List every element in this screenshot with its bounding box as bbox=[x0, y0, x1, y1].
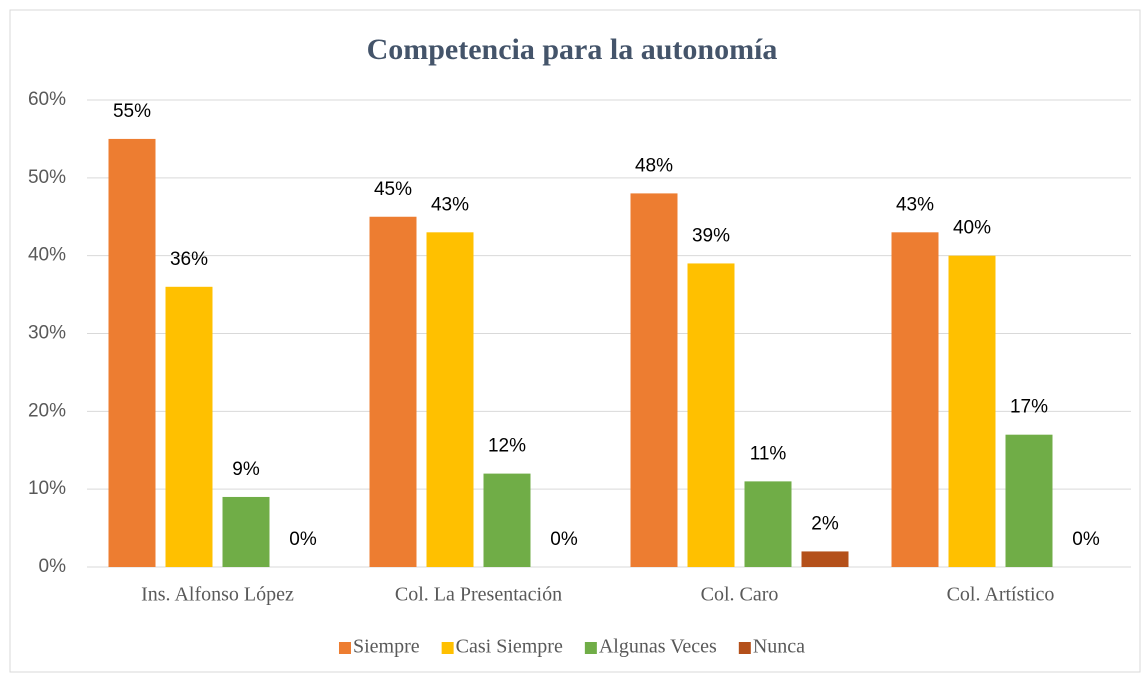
legend-label: Algunas Veces bbox=[599, 636, 717, 658]
data-label: 0% bbox=[1072, 529, 1100, 550]
data-label: 2% bbox=[811, 513, 839, 534]
data-label: 9% bbox=[232, 459, 260, 480]
bar bbox=[630, 193, 678, 567]
x-tick-label: Col. Artístico bbox=[947, 584, 1055, 606]
bar bbox=[948, 255, 996, 567]
bar bbox=[165, 286, 213, 567]
legend-swatch bbox=[441, 642, 454, 654]
y-tick-label: 60% bbox=[28, 89, 66, 110]
bar bbox=[1005, 434, 1053, 567]
chart-title: Competencia para la autonomía bbox=[367, 33, 778, 66]
data-label: 43% bbox=[896, 194, 934, 215]
y-tick-label: 20% bbox=[28, 400, 66, 421]
data-label: 12% bbox=[488, 436, 526, 457]
data-label: 11% bbox=[750, 443, 787, 464]
x-tick-label: Ins. Alfonso López bbox=[141, 584, 294, 606]
bar bbox=[801, 551, 849, 567]
bar bbox=[426, 232, 474, 568]
data-label: 17% bbox=[1010, 397, 1048, 418]
x-tick-label: Col. Caro bbox=[701, 584, 779, 606]
y-tick-label: 10% bbox=[28, 478, 66, 499]
x-tick-label: Col. La Presentación bbox=[395, 584, 562, 606]
data-label: 43% bbox=[431, 194, 469, 215]
bar bbox=[369, 216, 417, 567]
data-label: 36% bbox=[170, 249, 208, 270]
legend-swatch bbox=[338, 642, 351, 654]
legend-label: Casi Siempre bbox=[456, 636, 563, 658]
bar bbox=[108, 138, 156, 567]
y-tick-label: 50% bbox=[28, 167, 66, 188]
bar bbox=[744, 481, 792, 567]
data-label: 0% bbox=[550, 529, 578, 550]
bar bbox=[222, 496, 270, 567]
data-label: 39% bbox=[692, 225, 730, 246]
y-tick-label: 0% bbox=[39, 556, 67, 577]
data-label: 0% bbox=[289, 529, 317, 550]
legend-swatch bbox=[584, 642, 597, 654]
data-label: 48% bbox=[635, 155, 673, 176]
bar bbox=[891, 232, 939, 568]
y-tick-label: 30% bbox=[28, 323, 66, 344]
bar bbox=[687, 263, 735, 567]
y-tick-label: 40% bbox=[28, 245, 66, 266]
legend-label: Siempre bbox=[353, 636, 420, 658]
legend-label: Nunca bbox=[753, 636, 805, 658]
data-label: 40% bbox=[953, 218, 991, 239]
legend-swatch bbox=[738, 642, 751, 654]
data-label: 55% bbox=[113, 101, 151, 122]
data-label: 45% bbox=[374, 179, 412, 200]
bar bbox=[483, 473, 531, 567]
